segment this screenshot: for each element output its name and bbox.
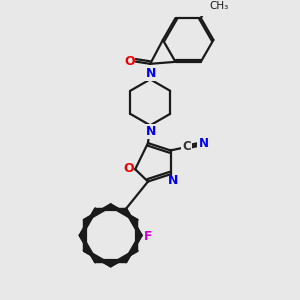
Text: O: O bbox=[124, 162, 134, 175]
Text: N: N bbox=[146, 125, 156, 138]
Text: N: N bbox=[168, 174, 178, 187]
Text: F: F bbox=[143, 230, 152, 243]
Text: N: N bbox=[199, 137, 209, 150]
Text: O: O bbox=[124, 55, 135, 68]
Text: C: C bbox=[182, 140, 191, 153]
Text: CH₃: CH₃ bbox=[209, 1, 229, 11]
Text: N: N bbox=[146, 67, 156, 80]
